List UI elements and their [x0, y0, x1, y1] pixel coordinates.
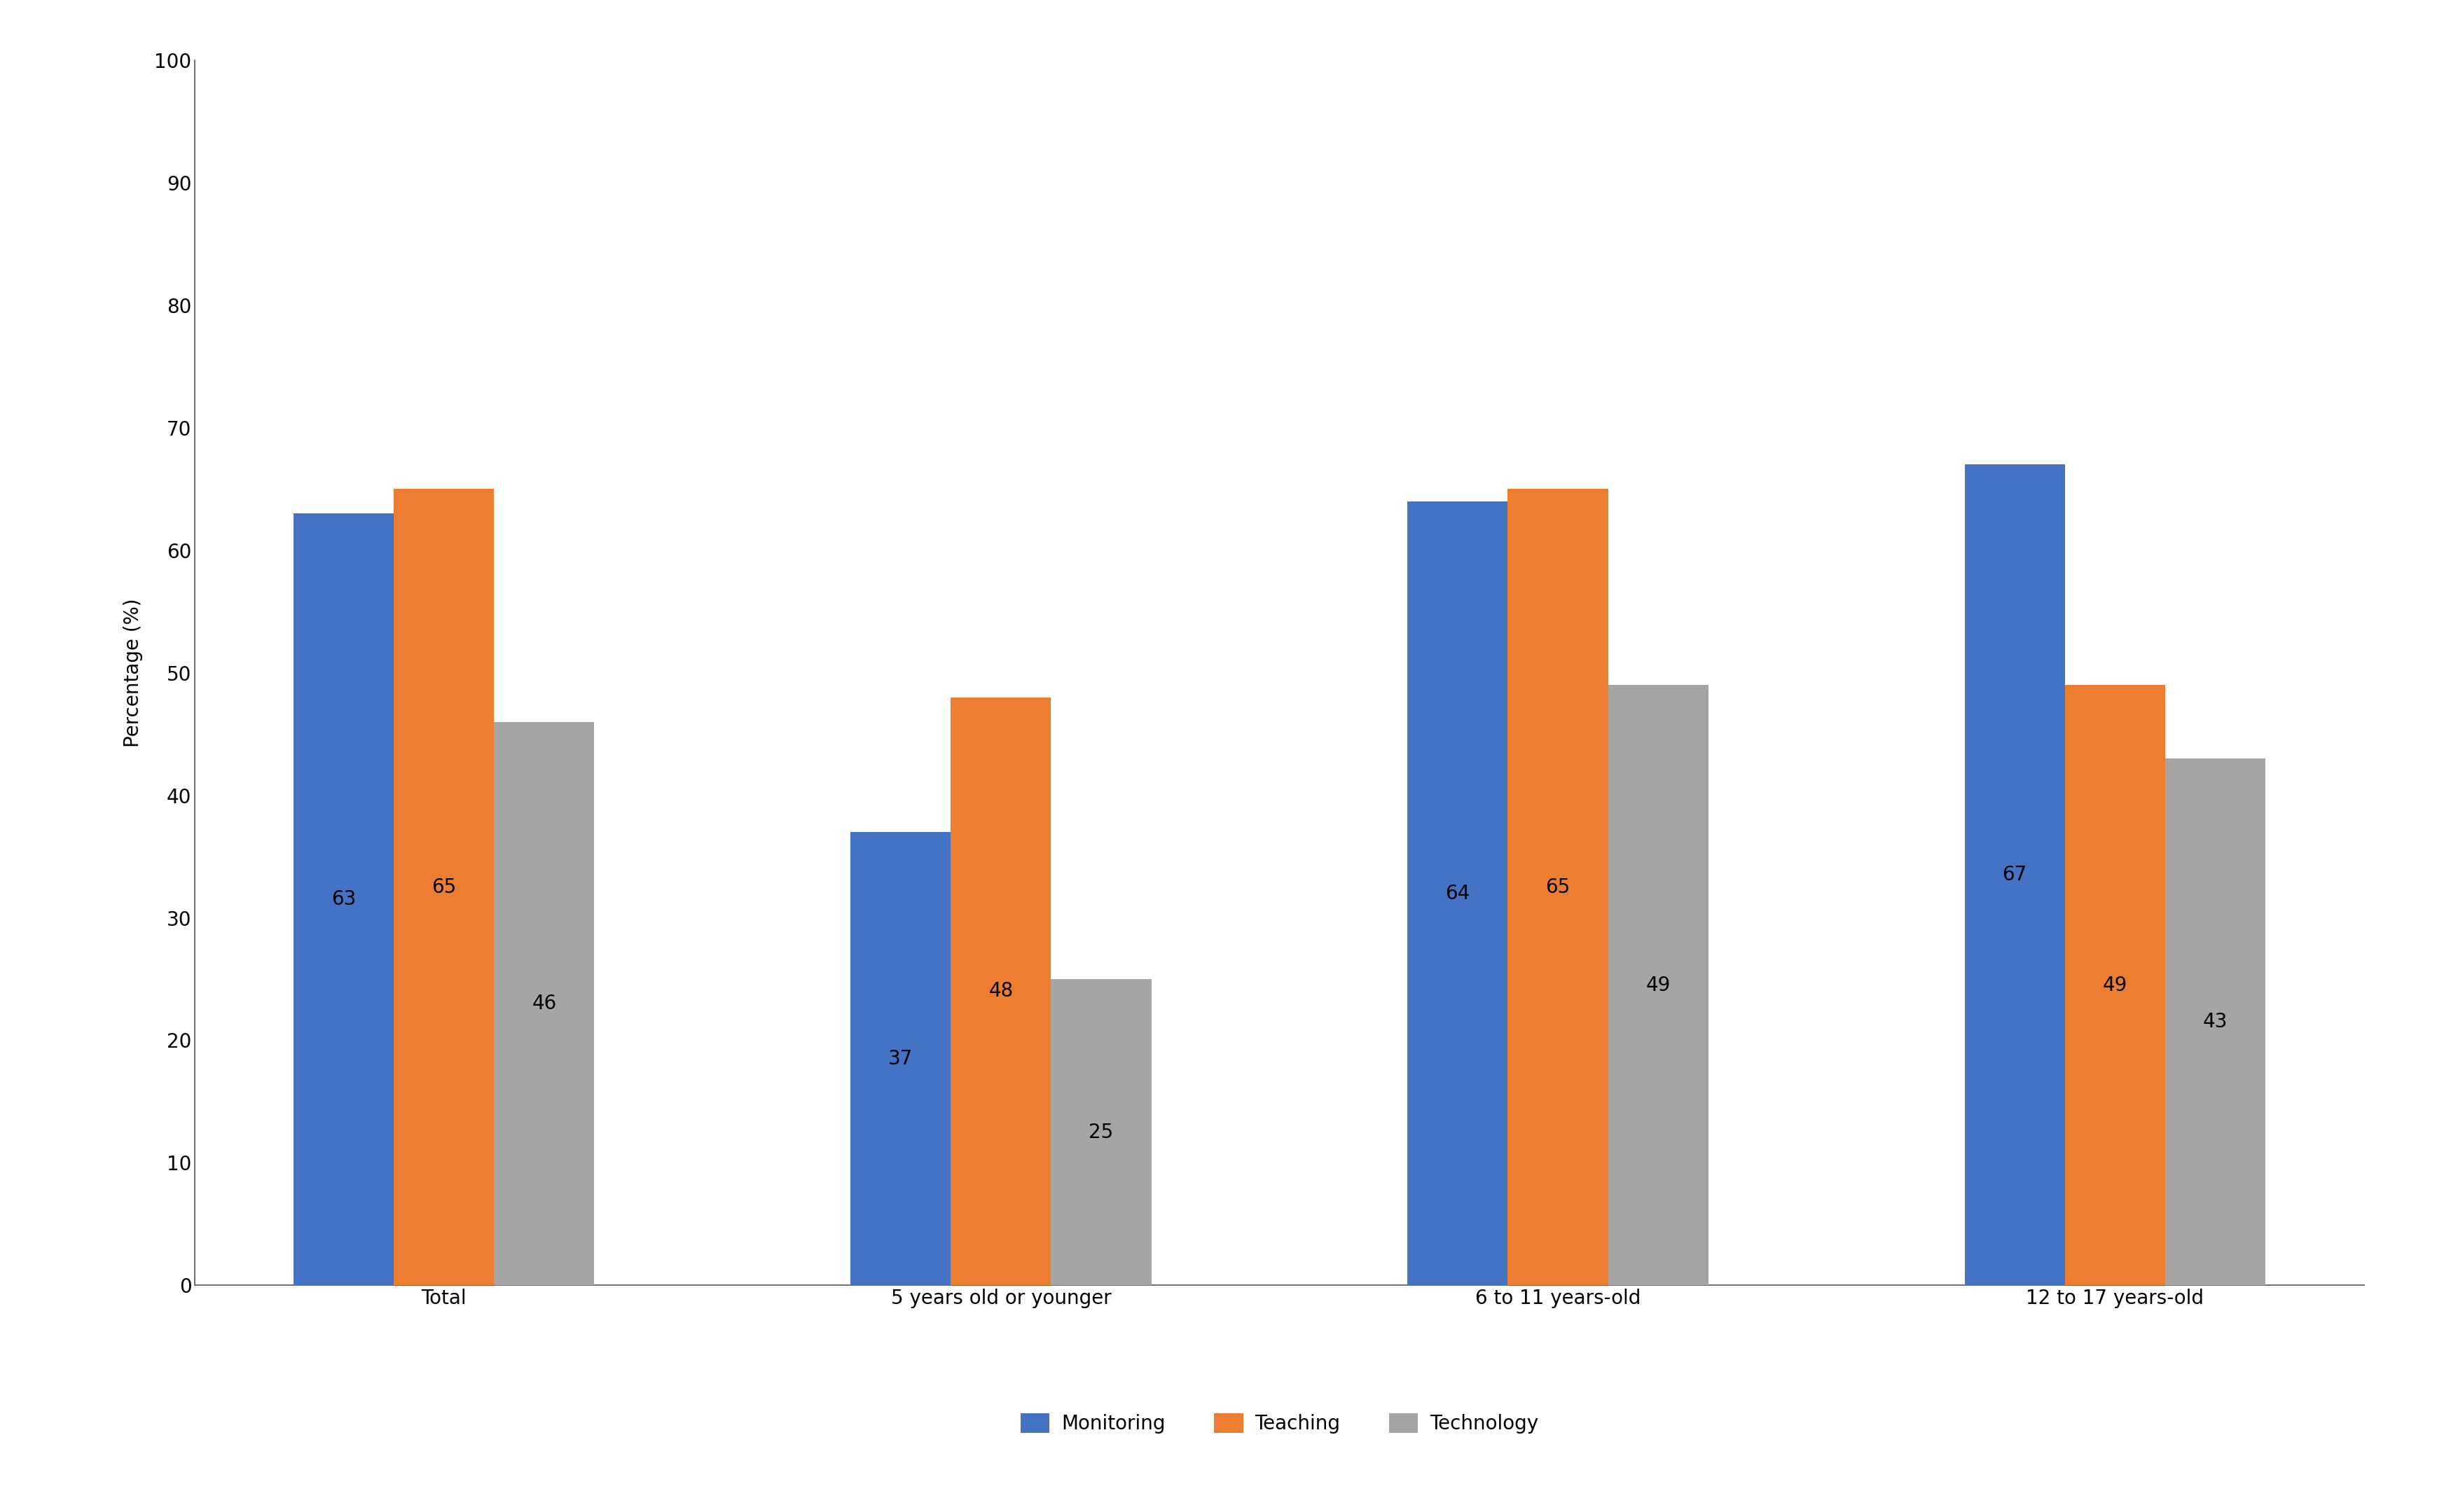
Text: 25: 25 — [1089, 1122, 1114, 1142]
Text: 63: 63 — [331, 889, 356, 909]
Text: 65: 65 — [1545, 877, 1569, 897]
Text: 43: 43 — [2203, 1012, 2227, 1031]
Text: 64: 64 — [1445, 883, 1470, 903]
Bar — [292, 514, 395, 1285]
Bar — [851, 832, 950, 1285]
Y-axis label: Percentage (%): Percentage (%) — [122, 599, 144, 747]
Bar — [950, 697, 1050, 1285]
Text: 49: 49 — [1645, 975, 1672, 995]
Text: 65: 65 — [431, 877, 456, 897]
Bar — [2064, 685, 2164, 1285]
Text: 49: 49 — [2103, 975, 2128, 995]
Bar — [395, 488, 495, 1285]
Text: 48: 48 — [989, 981, 1014, 1001]
Bar — [1509, 488, 1608, 1285]
Text: 37: 37 — [887, 1049, 914, 1069]
Bar — [1608, 685, 1708, 1285]
Legend: Monitoring, Teaching, Technology: Monitoring, Teaching, Technology — [1014, 1405, 1545, 1441]
Bar — [495, 721, 595, 1285]
Bar — [2164, 759, 2266, 1285]
Bar — [1050, 980, 1150, 1285]
Text: 46: 46 — [531, 993, 556, 1013]
Text: 67: 67 — [2003, 865, 2028, 885]
Bar — [1964, 464, 2064, 1285]
Bar — [1409, 502, 1509, 1285]
